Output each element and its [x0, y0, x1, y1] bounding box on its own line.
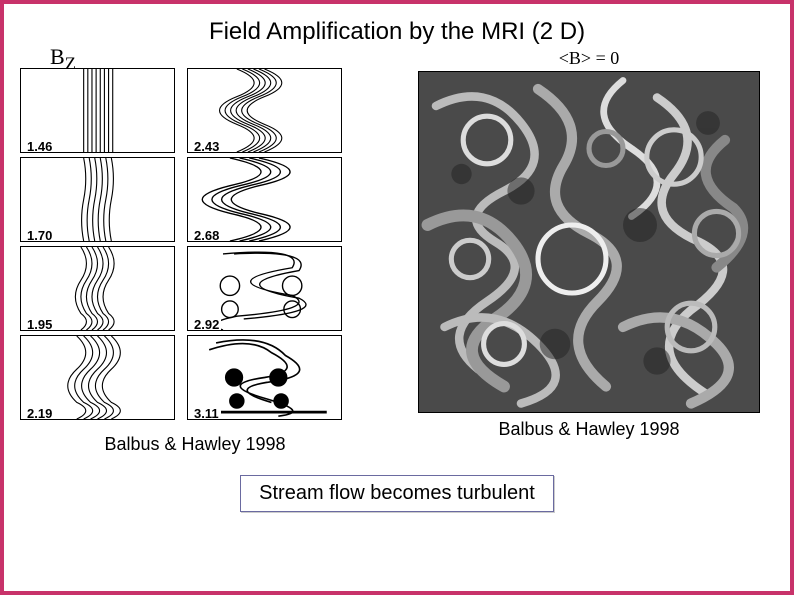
panel-grid: 1.46 2.43	[20, 68, 370, 420]
slide-title: Field Amplification by the MRI (2 D)	[20, 18, 774, 46]
left-caption: Balbus & Hawley 1998	[20, 434, 370, 455]
panel-label-3: 1.70	[25, 228, 54, 242]
bz-text: B	[50, 44, 65, 69]
content-row: BZ 1.46	[20, 50, 774, 455]
panel-label-2: 2.43	[192, 139, 221, 153]
left-column: BZ 1.46	[20, 50, 370, 455]
panel-6: 2.92	[187, 246, 342, 331]
panel-label-1: 1.46	[25, 139, 54, 153]
panel-1: 1.46	[20, 68, 175, 153]
panel-label-4: 2.68	[192, 228, 221, 242]
conclusion-text: Stream flow becomes turbulent	[259, 482, 535, 504]
panel-7: 2.19	[20, 335, 175, 420]
right-column: <B> = 0	[404, 50, 774, 440]
bavg-label: <B> = 0	[404, 48, 774, 69]
right-caption: Balbus & Hawley 1998	[404, 419, 774, 440]
panel-2: 2.43	[187, 68, 342, 153]
panel-8: 3.11	[187, 335, 342, 420]
panel-5: 1.95	[20, 246, 175, 331]
panel-3: 1.70	[20, 157, 175, 242]
panel-label-8: 3.11	[192, 406, 221, 420]
slide-frame: Field Amplification by the MRI (2 D) BZ	[0, 0, 794, 595]
panel-label-6: 2.92	[192, 317, 221, 331]
conclusion-box: Stream flow becomes turbulent	[240, 475, 554, 512]
panel-4: 2.68	[187, 157, 342, 242]
panel-label-5: 1.95	[25, 317, 54, 331]
panel-label-7: 2.19	[25, 406, 54, 420]
turbulence-image	[418, 71, 760, 413]
